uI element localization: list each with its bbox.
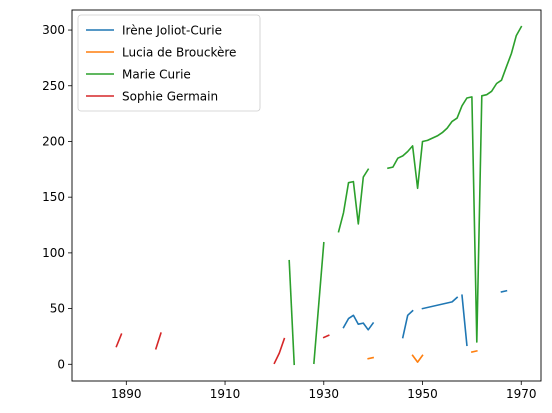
series-line-irene-joliot-curie-4 <box>500 289 508 293</box>
x-tick-label: 1890 <box>111 387 142 401</box>
y-tick-label: 300 <box>42 23 65 37</box>
series-line-marie-curie-0 <box>288 259 296 366</box>
series-line-sophie-germain-0 <box>115 333 123 348</box>
series-line-sophie-germain-2 <box>273 337 286 365</box>
legend-box <box>77 14 261 112</box>
x-tick-label: 1910 <box>210 387 241 401</box>
series-line-lucia-de-brouckere-1 <box>411 354 424 363</box>
y-tick-label: 50 <box>50 302 65 316</box>
series-line-irene-joliot-curie-0 <box>342 314 375 331</box>
y-tick-label: 250 <box>42 79 65 93</box>
series-line-marie-curie-3 <box>387 25 523 343</box>
series-line-irene-joliot-curie-2 <box>421 296 459 310</box>
x-tick-label: 1950 <box>407 387 438 401</box>
series-line-lucia-de-brouckere-2 <box>470 349 478 353</box>
legend-label: Sophie Germain <box>122 90 218 104</box>
x-tick-label: 1970 <box>506 387 537 401</box>
series-line-irene-joliot-curie-1 <box>401 309 414 339</box>
x-axis: 1890 1910 1930 1950 1970 <box>111 381 537 401</box>
series-line-irene-joliot-curie-3 <box>461 294 468 347</box>
y-tick-label: 0 <box>57 357 65 371</box>
legend-label: Lucia de Brouckère <box>122 46 236 60</box>
y-tick-label: 150 <box>42 190 65 204</box>
series-line-lucia-de-brouckere-0 <box>367 356 375 360</box>
y-tick-label: 200 <box>42 134 65 148</box>
series-line-sophie-germain-3 <box>322 334 330 339</box>
x-tick-label: 1930 <box>309 387 340 401</box>
series-line-marie-curie-1 <box>313 241 325 365</box>
axes-frame <box>71 9 542 382</box>
plot-lines <box>115 25 523 366</box>
legend-label: Irène Joliot-Curie <box>122 24 222 38</box>
series-line-marie-curie-2 <box>337 168 370 233</box>
y-tick-label: 100 <box>42 246 65 260</box>
legend-label: Marie Curie <box>122 68 191 82</box>
y-axis: 0 50 100 150 200 250 300 <box>42 23 72 371</box>
legend: Irène Joliot-Curie Lucia de Brouckère Mari… <box>77 14 261 112</box>
series-line-sophie-germain-1 <box>154 332 162 350</box>
